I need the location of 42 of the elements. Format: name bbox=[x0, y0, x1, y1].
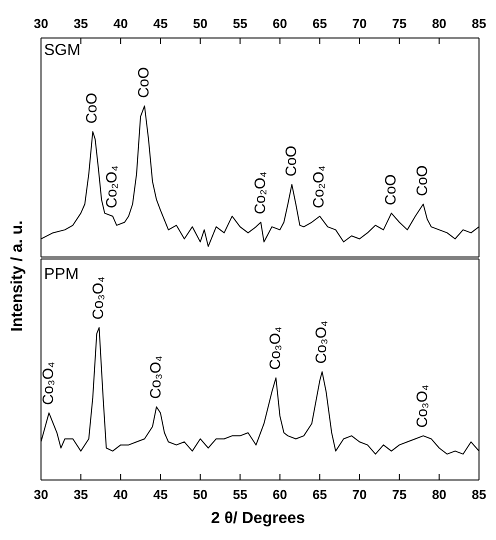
x-tick-label: 55 bbox=[232, 16, 248, 31]
annotation: Co₂O₄ bbox=[310, 165, 328, 208]
x-tick-label: 85 bbox=[472, 16, 486, 31]
text: SGM bbox=[44, 42, 80, 60]
annotation: Co₃O₄ bbox=[313, 320, 330, 364]
x-tick-label: 30 bbox=[34, 16, 48, 31]
x-tick-label: 70 bbox=[352, 487, 367, 502]
x-tick-label: 65 bbox=[312, 16, 327, 31]
x-tick-label: 85 bbox=[472, 487, 486, 502]
x-tick-label: 60 bbox=[272, 16, 288, 31]
annotation: Co₃O₄ bbox=[414, 384, 432, 428]
x-tick-label: 30 bbox=[34, 487, 48, 502]
x-tick-label: 45 bbox=[153, 487, 168, 502]
annotation: CoO bbox=[84, 92, 101, 124]
x-tick-label: 80 bbox=[432, 487, 446, 502]
x-tick-label: 40 bbox=[113, 16, 128, 31]
annotation: Co₃O₄ bbox=[90, 276, 108, 320]
x-tick-label: 60 bbox=[272, 487, 288, 502]
x-tick-label: 65 bbox=[312, 487, 327, 502]
x-axis-title: 2 θ/ Degrees bbox=[210, 510, 306, 528]
x-tick-label: 75 bbox=[392, 16, 407, 31]
x-tick-label: 80 bbox=[432, 16, 446, 31]
annotation: Co₃O₄ bbox=[40, 362, 57, 405]
annotation: Co₃O₄ bbox=[147, 356, 164, 399]
annotation: CoO bbox=[135, 67, 152, 98]
x-tick-label: 35 bbox=[74, 16, 88, 31]
x-tick-label: 45 bbox=[153, 16, 168, 31]
annotation: CoO bbox=[282, 146, 300, 177]
x-tick-label: 50 bbox=[193, 487, 208, 502]
x-tick-label: 55 bbox=[232, 487, 248, 502]
y-axis-title: Intensity / a. u. bbox=[9, 220, 27, 332]
annotation: Co₂O₄ bbox=[252, 171, 269, 214]
x-tick-label: 40 bbox=[113, 487, 128, 502]
x-tick-label: 70 bbox=[352, 16, 367, 31]
annotation: CoO bbox=[382, 174, 400, 206]
annotation: CoO bbox=[414, 165, 432, 196]
x-tick-label: 35 bbox=[74, 487, 88, 502]
text: PPM bbox=[44, 266, 79, 284]
annotation: Co₃O₄ bbox=[266, 326, 284, 370]
annotation: Co₂O₄ bbox=[104, 165, 121, 208]
x-tick-label: 75 bbox=[392, 487, 407, 502]
x-tick-label: 50 bbox=[193, 16, 208, 31]
